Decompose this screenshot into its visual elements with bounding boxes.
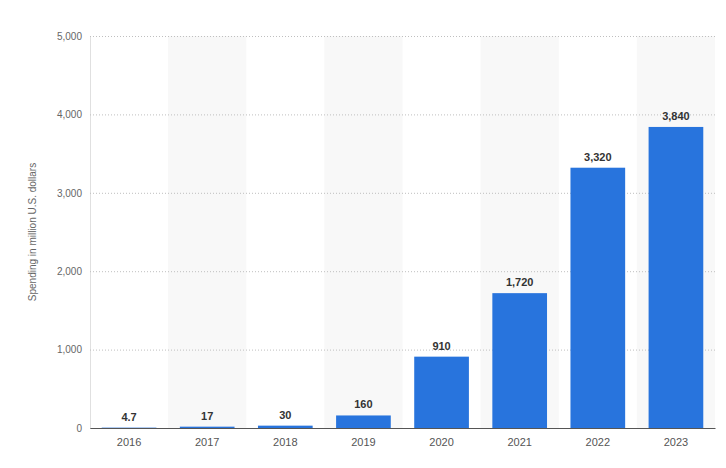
- plot: 01,0002,0003,0004,0005,00020162017201820…: [57, 31, 716, 448]
- x-tick: 2021: [507, 428, 531, 448]
- x-tick: 2019: [351, 428, 375, 448]
- y-tick-label: 3,000: [57, 188, 82, 199]
- y-tick-label: 0: [76, 423, 82, 434]
- grid-line: [90, 36, 715, 37]
- y-axis-line: [90, 37, 91, 429]
- chart: 01,0002,0003,0004,0005,00020162017201820…: [0, 0, 726, 468]
- y-axis: 0 1,000 2,000 3,000 4,000 5,000: [57, 31, 715, 434]
- data-labels: 4.7 17 30 160 910 1,720 3,320 3,840: [121, 110, 689, 423]
- bar: [102, 427, 157, 428]
- x-tick-label: 2016: [117, 436, 141, 448]
- data-label: 910: [432, 340, 450, 352]
- x-tick: 2016: [117, 428, 141, 448]
- data-label: 3,320: [584, 151, 612, 163]
- x-tick-label: 2020: [429, 436, 453, 448]
- column-bands: [168, 36, 715, 428]
- x-tick: 2022: [586, 428, 610, 448]
- x-tick-label: 2022: [586, 436, 610, 448]
- data-label: 3,840: [662, 110, 690, 122]
- x-tick-label: 2023: [664, 436, 688, 448]
- bar: [258, 426, 313, 428]
- column-band: [637, 36, 715, 428]
- data-label: 4.7: [121, 411, 136, 423]
- data-label: 30: [279, 409, 291, 421]
- x-tick-label: 2021: [507, 436, 531, 448]
- x-axis: 2016 2017 2018 2019 2020 2021 2022 2023: [91, 428, 716, 448]
- x-tick: 2017: [195, 428, 219, 448]
- column-band: [481, 36, 559, 428]
- column-band: [168, 36, 246, 428]
- y-tick-label: 1,000: [57, 344, 82, 355]
- bar: [336, 415, 391, 428]
- y-axis-title: Spending in million U.S. dollars: [27, 163, 38, 301]
- grid-line: [90, 428, 715, 429]
- bar: [414, 357, 469, 428]
- bar: [180, 427, 235, 428]
- data-label: 1,720: [506, 276, 534, 288]
- y-tick-label: 5,000: [57, 31, 82, 42]
- bars: [102, 127, 704, 428]
- data-label: 160: [354, 398, 372, 410]
- x-axis-line: [91, 428, 716, 429]
- grid-line: [90, 114, 715, 115]
- bar: [570, 168, 625, 428]
- bar: [492, 293, 547, 428]
- y-tick-label: 2,000: [57, 266, 82, 277]
- bar: [649, 127, 704, 428]
- y-tick: 5,000: [57, 31, 715, 42]
- x-tick: 2020: [429, 428, 453, 448]
- data-label: 17: [201, 410, 213, 422]
- y-tick: 4,000: [57, 109, 715, 120]
- x-tick: 2018: [273, 428, 297, 448]
- x-tick: 2023: [664, 428, 688, 448]
- x-tick-label: 2019: [351, 436, 375, 448]
- x-tick-label: 2018: [273, 436, 297, 448]
- y-tick-label: 4,000: [57, 109, 82, 120]
- x-tick-label: 2017: [195, 436, 219, 448]
- column-band: [324, 36, 402, 428]
